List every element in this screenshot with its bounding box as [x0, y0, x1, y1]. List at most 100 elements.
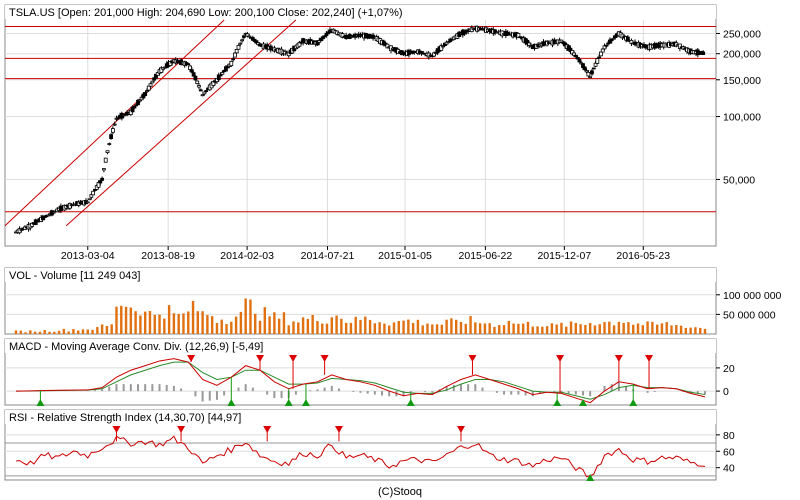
volume-bar: [579, 324, 582, 334]
volume-bar: [545, 326, 549, 334]
price-candle-body: [588, 76, 593, 79]
price-candle-body: [105, 150, 110, 154]
price-ytick-label: 100,000: [723, 112, 761, 124]
volume-bar: [464, 323, 467, 334]
volume-bar: [493, 326, 496, 334]
macd-buy-marker: [578, 399, 587, 406]
volume-bar: [703, 328, 707, 334]
volume-bar: [153, 314, 156, 334]
volume-bar: [421, 325, 424, 334]
rsi-ytick-label: 80: [723, 430, 735, 442]
volume-bar: [603, 322, 606, 334]
volume-bar: [306, 318, 310, 334]
price-candle-body: [597, 56, 602, 59]
price-candle-body: [600, 48, 605, 53]
volume-bar: [33, 331, 37, 334]
volume-bar: [694, 327, 697, 334]
price-xtick-label: 2014-02-03: [220, 250, 274, 262]
volume-bar: [569, 321, 573, 334]
price-candle-body: [143, 91, 148, 97]
rsi-sell-marker: [112, 426, 121, 433]
macd-sell-marker: [320, 355, 329, 362]
macd-sell-marker: [614, 355, 623, 362]
price-candle-body: [595, 58, 600, 64]
macd-yaxis: 20 0: [716, 363, 735, 398]
price-candle-body: [109, 134, 113, 139]
volume-ytick-label: 50 000 000: [723, 309, 776, 321]
volume-bar: [660, 323, 664, 334]
price-candle-body: [102, 168, 106, 171]
volume-bar: [665, 322, 668, 334]
volume-bar: [627, 322, 630, 334]
volume-bar: [378, 322, 381, 334]
volume-bar: [225, 324, 228, 334]
volume-header: VOL - Volume [11 249 043]: [9, 270, 140, 282]
volume-bar: [536, 326, 539, 334]
volume-bar: [139, 315, 142, 334]
price-candle-body: [191, 72, 196, 77]
price-candle-body: [91, 190, 96, 196]
rsi-grid: [5, 434, 716, 477]
volume-bar: [115, 306, 118, 334]
macd-signal-line: [15, 361, 706, 400]
volume-bar: [675, 325, 678, 334]
price-xaxis: 2013-03-04 2013-08-19 2014-02-03 2014-07-21…: [61, 246, 670, 262]
price-candle-body: [112, 123, 117, 126]
price-candle-body: [110, 128, 115, 133]
macd-header: MACD - Moving Average Conv. Div. (12,26,…: [9, 341, 263, 353]
rsi-header: RSI - Relative Strength Index (14,30,70)…: [9, 412, 241, 424]
volume-bar: [321, 323, 324, 334]
volume-bar: [277, 318, 281, 334]
price-candle-body: [189, 69, 194, 73]
macd-buy-marker: [301, 399, 310, 406]
price-candle-body: [584, 70, 589, 73]
volume-bar: [478, 323, 482, 334]
volume-bar: [230, 321, 233, 334]
macd-ytick-label: 0: [723, 386, 729, 398]
volume-bar: [14, 330, 18, 334]
volume-bar: [282, 312, 286, 334]
macd-sell-marker: [468, 355, 477, 362]
volume-bar: [354, 316, 357, 334]
volume-bar: [254, 313, 257, 334]
price-header: TSLA.US [Open: 201,000 High: 204,690 Low…: [9, 7, 403, 19]
volume-bar: [38, 331, 42, 334]
price-candle-body: [103, 157, 108, 163]
volume-bar: [105, 325, 109, 334]
price-candle-body: [186, 63, 191, 66]
price-xtick-label: 2013-03-04: [61, 250, 115, 262]
volume-bar: [86, 329, 89, 334]
volume-yaxis: 100 000 000 50 000 000: [716, 290, 782, 321]
price-levels: [5, 25, 716, 213]
price-candle-body: [604, 44, 609, 47]
volume-bar: [565, 326, 568, 334]
price-candle-body: [200, 94, 205, 97]
volume-bar: [249, 299, 252, 334]
price-candle-body: [573, 54, 578, 57]
volume-bar: [143, 311, 147, 334]
price-candle-body: [231, 58, 236, 61]
volume-bar: [454, 319, 458, 334]
volume-bar: [550, 323, 554, 334]
rsi-panel: RSI - Relative Strength Index (14,30,70)…: [4, 409, 735, 481]
volume-panel: VOL - Volume [11 249 043] 100 000 000 50 …: [4, 267, 782, 335]
price-candles: [14, 25, 706, 235]
rsi-ytick-label: 40: [723, 463, 735, 475]
volume-bar: [598, 324, 601, 334]
price-xtick-label: 2015-01-05: [378, 250, 432, 262]
price-candle-body: [107, 143, 112, 146]
volume-bar: [632, 324, 635, 334]
volume-bar: [67, 331, 70, 334]
volume-bar: [258, 320, 262, 334]
price-candle-body: [233, 52, 237, 58]
volume-bar: [383, 323, 386, 334]
macd-sell-marker: [187, 355, 196, 362]
volume-bar: [684, 327, 688, 334]
price-ytick-label: 200,000: [723, 49, 761, 61]
price-candle-body: [247, 35, 252, 38]
price-candle-body: [220, 72, 225, 75]
macd-markers: [36, 355, 654, 406]
volume-bar: [148, 310, 152, 334]
macd-buy-marker: [553, 399, 562, 406]
